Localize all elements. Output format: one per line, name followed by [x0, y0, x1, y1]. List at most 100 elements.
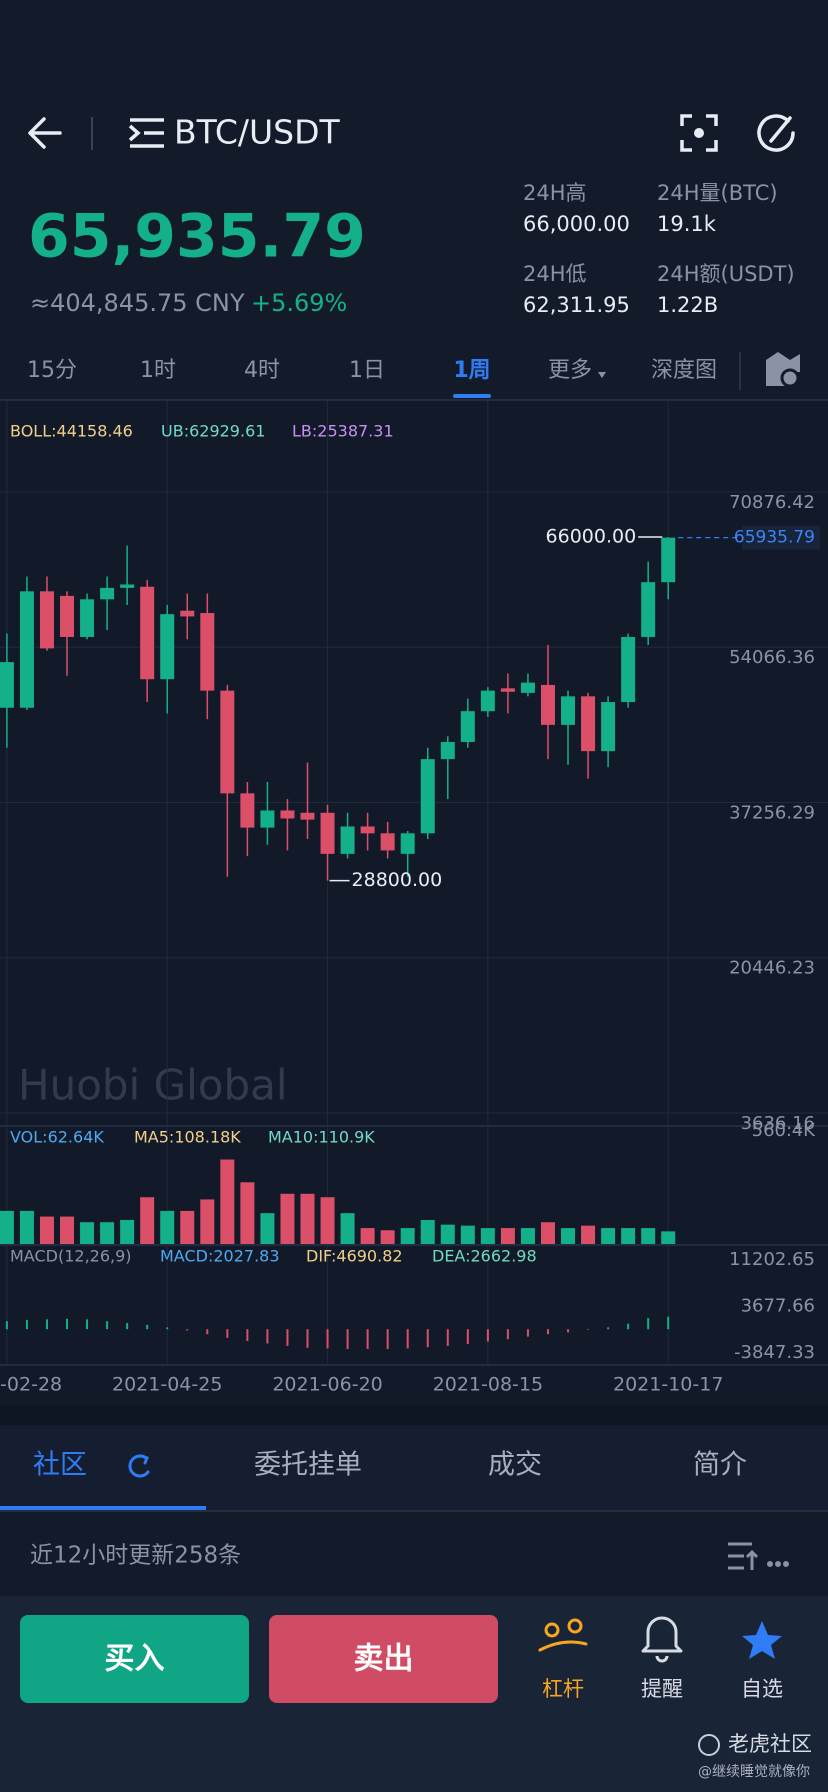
candle-body: [400, 833, 415, 854]
volume-bar: [60, 1216, 75, 1244]
volume-bar: [280, 1193, 295, 1244]
legend-entry: VOL:62.64K: [10, 1128, 104, 1147]
x-tick-label: 2021-08-15: [433, 1374, 543, 1396]
content-tab[interactable]: 社区: [33, 1450, 87, 1481]
macd-bar: [366, 1329, 369, 1349]
scan-icon[interactable]: [680, 114, 718, 152]
volume-bar: [19, 1210, 34, 1244]
volume-bar: [621, 1228, 636, 1244]
refresh-icon[interactable]: [128, 1454, 150, 1478]
legend-entry: DIF:4690.82: [306, 1247, 403, 1266]
interval-tab[interactable]: 1时: [140, 358, 176, 383]
volume-bar: [200, 1199, 215, 1244]
y-tick-label: 560.4K: [752, 1120, 817, 1141]
volume-bar: [380, 1230, 395, 1244]
star-icon[interactable]: [742, 1621, 782, 1659]
candle-body: [621, 636, 636, 703]
candle-body: [140, 586, 155, 680]
content-tab[interactable]: 委托挂单: [254, 1450, 362, 1481]
plot: 2021-02-28 2021-04-25 2021-06-20 2021-08-15…: [0, 401, 828, 1396]
footer-user: @继续睡觉就像你: [698, 1763, 810, 1780]
tab-underline: [0, 1506, 206, 1511]
gap: [0, 1405, 828, 1425]
volume-bar: [300, 1193, 315, 1244]
volume-bar: [480, 1228, 495, 1244]
settings-icon[interactable]: [766, 352, 800, 388]
candle-body: [601, 702, 616, 752]
volume-bar: [360, 1228, 375, 1244]
macd-bar: [45, 1319, 48, 1330]
volume-bar: [80, 1222, 95, 1244]
volume-bar: [120, 1220, 135, 1244]
candle-body: [120, 584, 135, 588]
stat-label: 24H低: [523, 262, 587, 286]
macd-bar: [166, 1327, 169, 1330]
volume-bar: [140, 1197, 155, 1244]
macd-bar: [86, 1319, 89, 1330]
interval-underline: [453, 394, 491, 398]
candle-body: [340, 826, 355, 854]
content-tab[interactable]: 简介: [693, 1450, 747, 1481]
annotation-label: 66000.00: [546, 526, 637, 548]
nav-label: 杠杆: [542, 1677, 584, 1701]
macd-bar: [266, 1329, 269, 1344]
candle-body: [320, 812, 335, 854]
volume-bar: [260, 1213, 275, 1244]
buy-button[interactable]: [20, 1615, 249, 1703]
candle-body: [220, 690, 235, 794]
candle-body: [500, 688, 515, 692]
interval-tab[interactable]: 4时: [244, 358, 280, 383]
macd-bar: [426, 1329, 429, 1348]
macd-bar: [106, 1321, 109, 1330]
x-tick-label: 2021-04-25: [112, 1374, 222, 1396]
volume-bar: [160, 1210, 175, 1244]
macd-bar: [567, 1329, 570, 1333]
y-tick-label: 3677.66: [741, 1296, 815, 1317]
macd-bar: [306, 1329, 309, 1348]
interval-tab[interactable]: 1周: [453, 358, 490, 383]
y-tick-label: 37256.29: [729, 803, 815, 824]
interval-tabs: 15分 1时 4时 1日 1周 更多 深度图: [27, 358, 717, 398]
x-tick-label: 2021-06-20: [272, 1374, 382, 1396]
macd-bar: [446, 1329, 449, 1346]
share-icon[interactable]: [757, 114, 795, 152]
pair-title: BTC/USDT: [174, 113, 341, 152]
sort-icon[interactable]: [728, 1542, 789, 1570]
macd-bar: [66, 1318, 69, 1330]
volume-bar: [320, 1197, 335, 1244]
stat-value: 62,311.95: [523, 293, 630, 317]
bell-icon[interactable]: [641, 1616, 683, 1663]
leverage-icon[interactable]: [538, 1618, 588, 1652]
interval-tab[interactable]: 15分: [27, 358, 77, 383]
content-tab[interactable]: 成交: [488, 1450, 542, 1481]
menu-icon[interactable]: [128, 118, 164, 148]
interval-tab[interactable]: 深度图: [651, 358, 717, 383]
stat-value: 66,000.00: [523, 212, 630, 236]
candle-body: [19, 591, 34, 708]
macd-bar: [286, 1329, 289, 1346]
volume-bar: [460, 1225, 475, 1244]
candle-body: [80, 599, 95, 637]
volume-bar: [0, 1210, 14, 1244]
candle-body: [160, 614, 175, 680]
interval-tab[interactable]: 1日: [349, 358, 385, 383]
chart-watermark: Huobi Global: [18, 1061, 288, 1110]
content-tabs-bg: [0, 1425, 828, 1510]
macd-bar: [486, 1329, 489, 1342]
volume-bar: [340, 1213, 355, 1244]
y-tick-label: 3636.16: [741, 1113, 815, 1134]
candle-body: [440, 741, 455, 760]
last-price-box: [742, 525, 820, 550]
content-tabs: 社区 委托挂单 成交 简介: [0, 1450, 747, 1511]
volume-bar: [240, 1182, 255, 1244]
candle-body: [280, 810, 295, 819]
back-button[interactable]: [28, 117, 62, 149]
interval-tab[interactable]: 更多: [548, 358, 592, 383]
sell-button[interactable]: [269, 1615, 498, 1703]
annotation-label: 28800.00: [352, 869, 443, 891]
cny-price: ≈404,845.75 CNY: [30, 289, 245, 317]
volume-bar: [420, 1220, 435, 1244]
nav-label: 自选: [741, 1677, 783, 1701]
